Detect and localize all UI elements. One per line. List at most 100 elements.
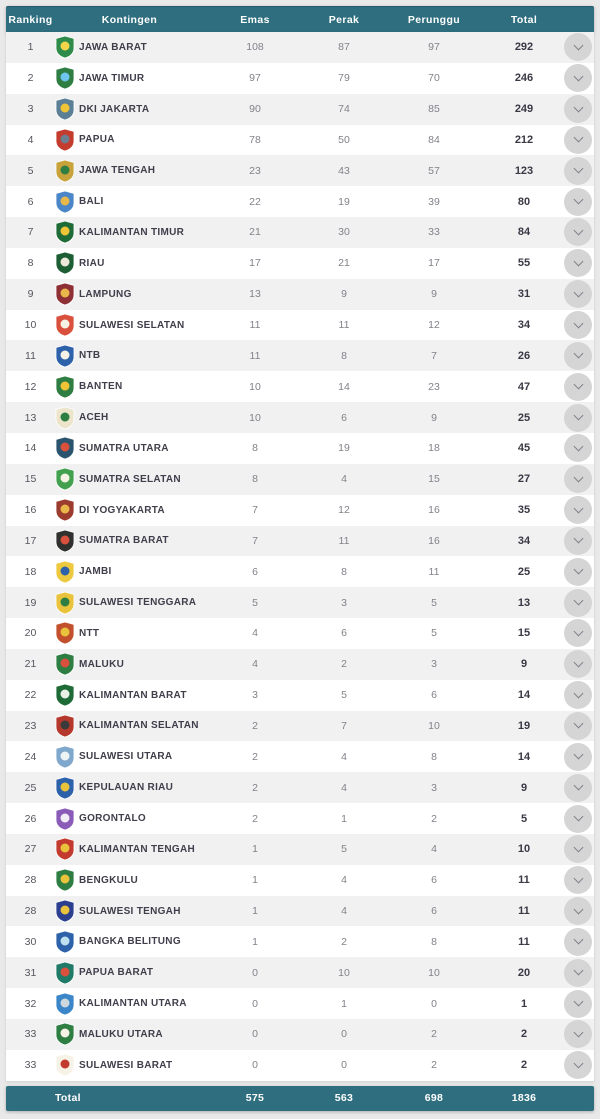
total-value: 249: [514, 103, 534, 116]
province-emblem-icon: [55, 992, 75, 1016]
province-name: BALI: [79, 196, 104, 208]
expand-row-button[interactable]: [564, 927, 592, 956]
table-row: 16 DI YOGYAKARTA 7 12 16 35: [6, 494, 594, 526]
total-value: 9: [520, 781, 528, 794]
expand-row-button[interactable]: [564, 187, 592, 216]
expand-row-button[interactable]: [564, 249, 592, 278]
ranking-value: 6: [27, 195, 34, 208]
expand-row-button[interactable]: [564, 835, 592, 864]
expand-row-button[interactable]: [564, 125, 592, 154]
expand-cell: [562, 125, 594, 154]
expand-row-button[interactable]: [564, 989, 592, 1018]
expand-row-button[interactable]: [564, 897, 592, 926]
emas-value: 0: [252, 1059, 258, 1072]
chevron-down-icon: [573, 873, 583, 884]
province-emblem-icon: [55, 899, 75, 923]
ranking-value: 18: [24, 565, 37, 578]
expand-row-button[interactable]: [564, 804, 592, 833]
expand-row-button[interactable]: [564, 681, 592, 710]
table-row: 33 SULAWESI BARAT 0 0 2 2: [6, 1049, 594, 1081]
ranking-value: 30: [24, 935, 37, 948]
emas-value: 10: [249, 411, 261, 424]
emas-value: 7: [252, 504, 258, 517]
ranking-value: 32: [24, 997, 37, 1010]
expand-cell: [562, 773, 594, 802]
ranking-value: 19: [24, 596, 37, 609]
perak-value: 10: [338, 966, 350, 979]
expand-row-button[interactable]: [564, 711, 592, 740]
ranking-value: 21: [24, 658, 37, 671]
table-row: 20 NTT 4 6 5 15: [6, 618, 594, 649]
province-name: JAMBI: [79, 566, 112, 578]
total-value: 11: [518, 874, 530, 887]
ranking-value: 2: [27, 72, 34, 85]
expand-row-button[interactable]: [564, 773, 592, 802]
expand-row-button[interactable]: [564, 866, 592, 895]
expand-row-button[interactable]: [564, 496, 592, 525]
expand-cell: [562, 403, 594, 432]
expand-row-button[interactable]: [564, 588, 592, 617]
table-row: 23 KALIMANTAN SELATAN 2 7 10 19: [6, 710, 594, 742]
expand-row-button[interactable]: [564, 33, 592, 62]
expand-row-button[interactable]: [564, 95, 592, 124]
expand-row-button[interactable]: [564, 434, 592, 463]
emas-value: 1: [252, 843, 258, 856]
chevron-down-icon: [573, 1027, 583, 1038]
perak-value: 5: [341, 843, 347, 856]
province-name: SUMATRA BARAT: [79, 535, 169, 547]
perunggu-value: 10: [428, 966, 440, 979]
table-row: 21 MALUKU 4 2 3 9: [6, 648, 594, 680]
province-name: MALUKU UTARA: [79, 1028, 163, 1040]
perunggu-value: 23: [428, 380, 440, 393]
expand-row-button[interactable]: [564, 218, 592, 247]
province-emblem-icon: [55, 529, 75, 553]
expand-row-button[interactable]: [564, 1051, 592, 1080]
expand-row-button[interactable]: [564, 403, 592, 432]
expand-row-button[interactable]: [564, 619, 592, 648]
kontingen-cell: MALUKU: [55, 652, 204, 676]
expand-row-button[interactable]: [564, 311, 592, 340]
expand-row-button[interactable]: [564, 1020, 592, 1049]
expand-row-button[interactable]: [564, 64, 592, 93]
expand-row-button[interactable]: [564, 742, 592, 771]
perak-value: 1: [341, 997, 347, 1010]
kontingen-cell: BENGKULU: [55, 868, 204, 892]
expand-cell: [562, 526, 594, 555]
expand-row-button[interactable]: [564, 372, 592, 401]
expand-cell: [562, 588, 594, 617]
expand-row-button[interactable]: [564, 341, 592, 370]
ranking-value: 9: [27, 288, 34, 301]
kontingen-cell: PAPUA: [55, 128, 204, 152]
expand-cell: [562, 311, 594, 340]
total-value: 11: [518, 935, 530, 948]
table-row: 12 BANTEN 10 14 23 47: [6, 371, 594, 403]
table-row: 18 JAMBI 6 8 11 25: [6, 556, 594, 588]
province-name: NTT: [79, 627, 100, 639]
kontingen-cell: KEPULAUAN RIAU: [55, 776, 204, 800]
expand-row-button[interactable]: [564, 650, 592, 679]
kontingen-cell: NTB: [55, 344, 204, 368]
perunggu-value: 0: [431, 997, 437, 1010]
total-value: 84: [517, 226, 531, 239]
expand-cell: [562, 619, 594, 648]
perak-value: 2: [341, 935, 347, 948]
chevron-down-icon: [573, 595, 583, 606]
chevron-down-icon: [573, 102, 583, 113]
emas-value: 4: [252, 658, 258, 671]
expand-row-button[interactable]: [564, 958, 592, 987]
chevron-down-icon: [573, 811, 583, 822]
perunggu-value: 16: [428, 534, 440, 547]
total-value: 13: [517, 596, 531, 609]
expand-row-button[interactable]: [564, 280, 592, 309]
expand-row-button[interactable]: [564, 465, 592, 494]
kontingen-cell: SUMATRA UTARA: [55, 436, 204, 460]
emas-value: 90: [249, 103, 261, 116]
expand-row-button[interactable]: [564, 557, 592, 586]
province-emblem-icon: [55, 436, 75, 460]
expand-row-button[interactable]: [564, 526, 592, 555]
perak-value: 50: [338, 133, 350, 146]
expand-row-button[interactable]: [564, 156, 592, 185]
table-row: 25 KEPULAUAN RIAU 2 4 3 9: [6, 772, 594, 804]
ranking-value: 27: [24, 843, 37, 856]
expand-cell: [562, 650, 594, 679]
